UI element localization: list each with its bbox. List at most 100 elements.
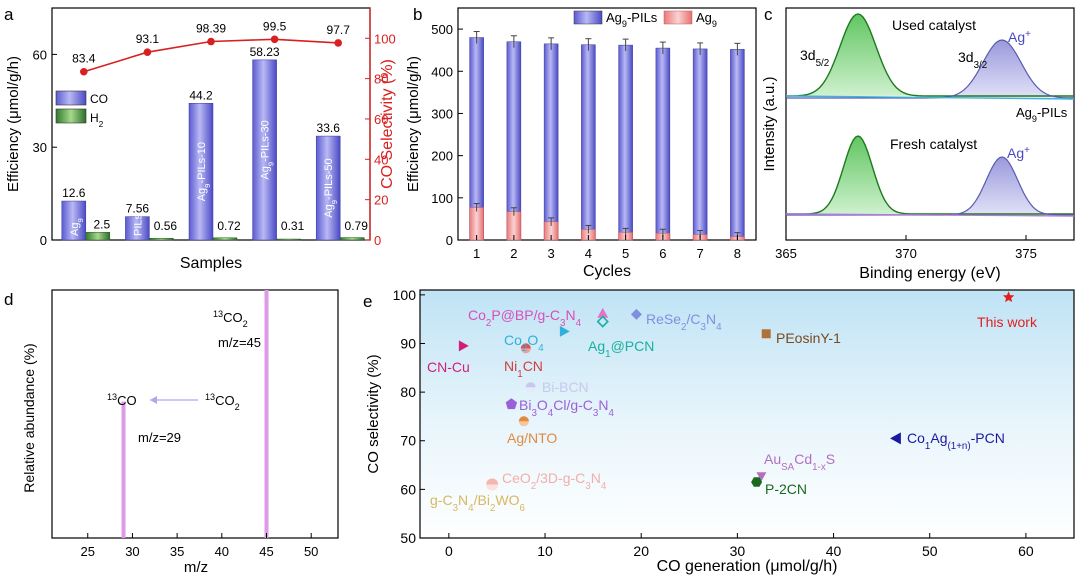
peak-mz-29 — [121, 401, 126, 538]
panel-c: Used catalyst Fresh catalyst Ag9-PILs 3d5/2… — [761, 7, 1075, 282]
panel-e-frame — [419, 289, 1075, 539]
marker-ni1cn — [520, 343, 531, 349]
c-xticklabel-375: 375 — [1015, 246, 1037, 261]
b-xticklabel-2: 3 — [548, 246, 555, 261]
e-label-ni1cn: Ni1CN — [504, 358, 543, 380]
a-ylabel: Efficiency (μmol/g/h) — [5, 56, 22, 192]
e-xticklabel-40: 40 — [826, 543, 842, 559]
marker-co2o4 — [559, 325, 570, 337]
marker-cncu — [458, 340, 469, 352]
b-yticklabel-200: 200 — [431, 149, 453, 164]
bar-ag9pils-2 — [543, 43, 559, 241]
d-arrow-head — [150, 396, 157, 404]
bar-ag9pils-7 — [730, 49, 745, 241]
c-xticklabel-365: 365 — [775, 246, 797, 261]
fresh-baseline — [785, 213, 1075, 217]
marker-ceo2 — [486, 478, 499, 485]
b-xticklabel-0: 1 — [473, 246, 480, 261]
legend-swatch-ag9 — [663, 10, 693, 25]
panel-letter-e: e — [363, 292, 372, 311]
d-xticklabel-50: 50 — [304, 544, 318, 559]
category-label-0: Ag9 — [69, 218, 85, 236]
b-xticklabel-1: 2 — [510, 246, 517, 261]
bar-h2-3 — [276, 238, 301, 241]
legend-label-h2: H2 — [90, 111, 104, 129]
d-xticklabel-30: 30 — [125, 544, 139, 559]
selectivity-point-2 — [207, 37, 215, 46]
bar-h2-2 — [212, 237, 238, 241]
fresh-peak-3d32-fill — [947, 157, 1056, 215]
e-xlabel: CO generation (μmol/g/h) — [657, 558, 838, 575]
e-label-peosin: PEosinY-1 — [776, 330, 841, 346]
a-ylabel-right: CO Selectivity (%) — [379, 59, 396, 189]
b-xticklabel-5: 6 — [659, 246, 666, 261]
c-ann-fresh: Fresh catalyst — [890, 136, 977, 152]
selectivity-point-1 — [143, 48, 152, 56]
c-ann-3d32: 3d3/2 — [958, 49, 987, 71]
marker-peosin — [761, 329, 771, 339]
marker-co2p — [597, 307, 609, 318]
e-yticklabel-90: 90 — [400, 335, 416, 351]
bar-ag9pils-3 — [581, 44, 596, 241]
bar-co-4 — [315, 135, 341, 241]
b-yticklabel-100: 100 — [431, 191, 453, 206]
d-ann-mz45: m/z=45 — [218, 335, 261, 350]
used-baseline — [785, 95, 1075, 100]
label-co-3: 58.23 — [250, 45, 280, 59]
d-ann-13co2-top: 13CO2 — [213, 309, 248, 329]
e-label-gc3n4bi2wo6: g-C3N4/Bi2WO6 — [430, 492, 526, 514]
bar-ag9pils-6 — [692, 48, 708, 241]
e-label-co2p: Co2P@BP/g-C3N4 — [468, 307, 582, 329]
e-xticklabel-30: 30 — [730, 543, 746, 559]
b-yticklabel-300: 300 — [431, 106, 453, 121]
marker-p2cn — [751, 477, 763, 487]
marker-this-work — [1002, 291, 1015, 303]
c-ann-ag9pils: Ag9-PILs — [1016, 105, 1068, 124]
legend-swatch-h2 — [55, 108, 87, 124]
e-yticklabel-80: 80 — [400, 384, 416, 400]
a-yticklabel-right-100: 100 — [374, 31, 396, 46]
b-yticklabel-400: 400 — [431, 64, 453, 79]
bar-co-2 — [188, 103, 214, 241]
d-xticklabel-40: 40 — [215, 544, 229, 559]
b-xticklabel-6: 7 — [697, 246, 704, 261]
label-co-2: 44.2 — [189, 88, 213, 102]
bar-h2-4 — [339, 237, 365, 241]
legend-label-co: CO — [90, 92, 108, 106]
a-yticklabel-0: 0 — [40, 233, 47, 248]
label-co-4: 33.6 — [317, 121, 341, 135]
a-yticklabel-right-40: 40 — [374, 152, 388, 167]
c-ann-agplus-bottom: Ag+ — [1007, 145, 1030, 162]
e-xticklabel-0: 0 — [445, 543, 453, 559]
marker-ag1pcn — [596, 315, 609, 328]
legend-swatch-co — [55, 90, 87, 106]
used-peak-3d52-line — [786, 13, 1074, 97]
selectivity-point-0 — [80, 67, 88, 76]
c-ylabel: Intensity (a.u.) — [761, 76, 778, 171]
a-yticklabel-right-0: 0 — [374, 233, 381, 248]
marker-rese2 — [630, 308, 642, 320]
c-ann-3d52: 3d5/2 — [800, 47, 829, 69]
label-h2-0: 2.5 — [93, 217, 110, 231]
category-label-4: Ag9-PILs-50 — [323, 158, 339, 217]
e-label-rese2: ReSe2/C3N4 — [646, 311, 722, 333]
e-yticklabel-70: 70 — [400, 433, 416, 449]
marker-ausa — [756, 472, 767, 482]
panel-a: CO H2 12.6 2.5 Ag9 7.56 0.56 PILs 44.2 0.72 Ag9-PI… — [5, 7, 396, 272]
panel-b-frame — [457, 7, 757, 241]
selectivity-label-3: 99.5 — [263, 19, 287, 33]
selectivity-label-2: 98.39 — [196, 22, 226, 36]
bar-h2-1 — [149, 238, 174, 241]
e-label-this-work: This work — [977, 314, 1038, 330]
d-ann-13co2-mid: 13CO2 — [205, 392, 240, 412]
a-yticklabel-right-60: 60 — [374, 112, 388, 127]
bar-ag9pils-5 — [655, 47, 671, 241]
bar-co-1 — [125, 216, 150, 241]
bar-co-3 — [252, 59, 277, 241]
a-xlabel: Samples — [180, 255, 242, 272]
panel-letter-a: a — [4, 5, 14, 24]
label-co-1: 7.56 — [126, 202, 150, 216]
bar-h2-0 — [85, 232, 111, 241]
panel-letter-b: b — [413, 5, 422, 24]
